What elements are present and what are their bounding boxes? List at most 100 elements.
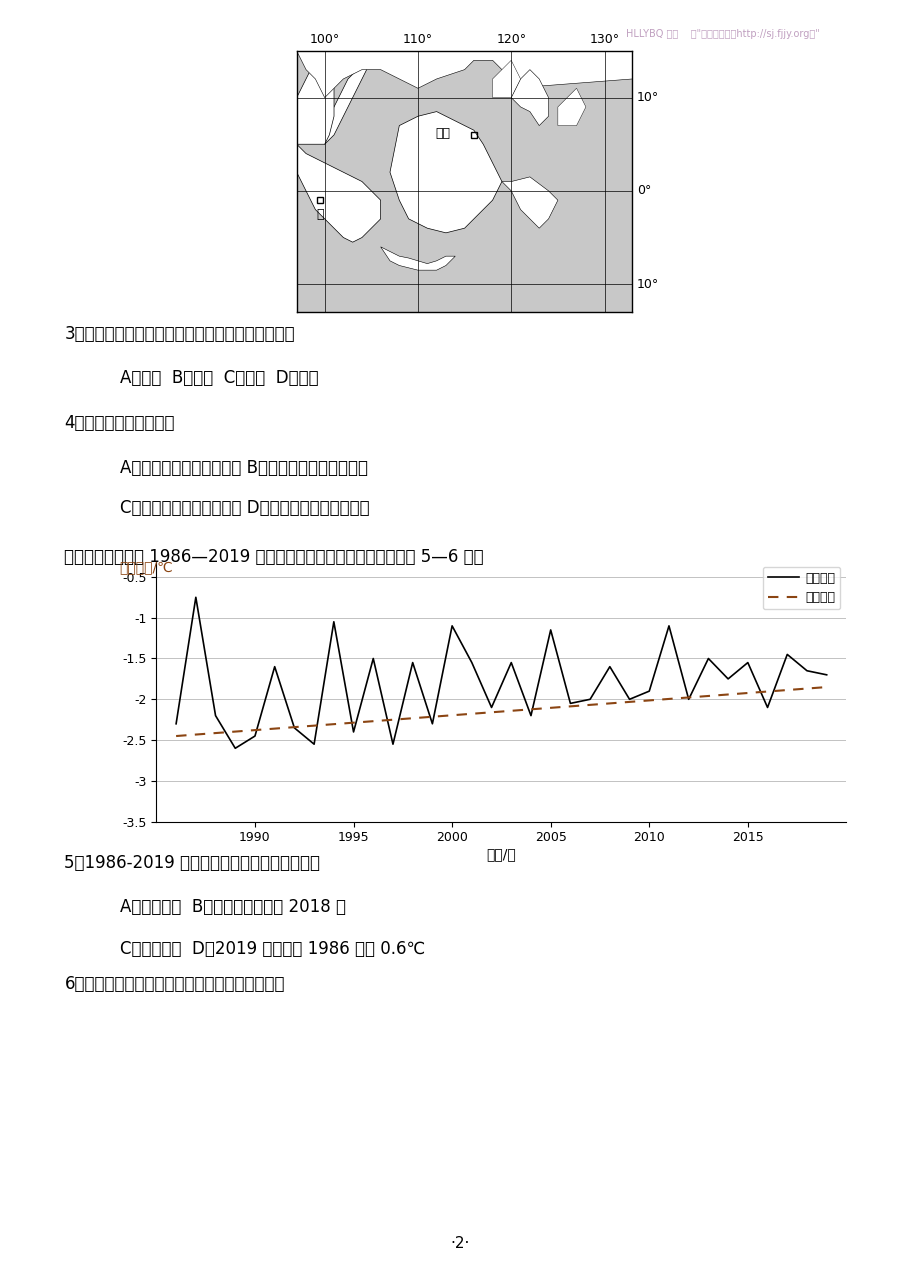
线性变化 [446, 707, 457, 722]
线性变化 [249, 722, 260, 738]
平均气温 [604, 659, 615, 674]
平均气温 [683, 692, 694, 707]
平均气温 [446, 618, 457, 633]
平均气温 [289, 720, 300, 735]
线性变化 [308, 719, 319, 734]
线性变化 [328, 716, 339, 731]
Polygon shape [297, 51, 334, 144]
平均气温 [721, 671, 732, 687]
线性变化 [564, 698, 575, 713]
X-axis label: 年份/年: 年份/年 [486, 847, 516, 861]
Text: 120°: 120° [495, 33, 526, 46]
平均气温 [387, 736, 398, 752]
平均气温 [702, 651, 713, 666]
Polygon shape [492, 60, 520, 98]
Text: ·2·: ·2· [449, 1236, 470, 1251]
线性变化 [800, 680, 811, 696]
平均气温 [564, 696, 575, 711]
Polygon shape [502, 177, 557, 228]
线性变化 [347, 715, 358, 730]
线性变化 [230, 724, 241, 739]
Polygon shape [390, 112, 502, 233]
Text: 5．1986-2019 年南极长城站的气温变化特点是: 5．1986-2019 年南极长城站的气温变化特点是 [64, 854, 320, 871]
平均气温 [170, 716, 181, 731]
线性变化 [190, 727, 201, 743]
Polygon shape [297, 51, 631, 98]
平均气温 [643, 683, 654, 698]
平均气温 [584, 692, 595, 707]
Text: 沙巴: 沙巴 [435, 126, 450, 140]
线性变化 [210, 725, 221, 740]
线性变化 [525, 702, 536, 717]
线性变化 [643, 693, 654, 708]
线性变化 [426, 710, 437, 725]
平均气温 [368, 651, 379, 666]
Text: C．橄榄等农作物广泛种植 D．多采用谷物和牧草轮作: C．橄榄等农作物广泛种植 D．多采用谷物和牧草轮作 [119, 499, 369, 517]
平均气温 [426, 716, 437, 731]
Text: 100°: 100° [309, 33, 339, 46]
线性变化 [721, 687, 732, 702]
Line: 线性变化: 线性变化 [176, 687, 826, 736]
线性变化 [545, 701, 556, 716]
线性变化 [604, 696, 615, 711]
线性变化 [170, 729, 181, 744]
Text: A．反射  B．折射  C．散射  D．吸收: A．反射 B．折射 C．散射 D．吸收 [119, 369, 318, 387]
平均气温 [269, 659, 280, 674]
线性变化 [742, 685, 753, 701]
Polygon shape [380, 247, 455, 270]
Text: 10°: 10° [637, 278, 659, 290]
线性变化 [505, 703, 516, 719]
线性变化 [289, 720, 300, 735]
线性变化 [584, 697, 595, 712]
线性变化 [821, 679, 832, 694]
Text: 10°: 10° [637, 92, 659, 104]
Text: A．持续升高  B．均温最高出现在 2018 年: A．持续升高 B．均温最高出现在 2018 年 [119, 898, 346, 916]
Polygon shape [511, 70, 548, 126]
平均气温 [761, 699, 772, 715]
平均气温 [308, 736, 319, 752]
平均气温 [485, 699, 496, 715]
Text: 4．甲地的农业地域类型: 4．甲地的农业地域类型 [64, 414, 175, 432]
平均气温 [781, 647, 792, 662]
Text: 130°: 130° [589, 33, 618, 46]
线性变化 [269, 721, 280, 736]
Text: 3．沙巴日落时漫天红霞的成因是大气对太阳辐射的: 3．沙巴日落时漫天红霞的成因是大气对太阳辐射的 [64, 325, 295, 343]
Text: 6．图示气温变化给全球带来的影响最不可能的是: 6．图示气温变化给全球带来的影响最不可能的是 [64, 975, 285, 992]
Polygon shape [297, 144, 380, 242]
平均气温 [466, 655, 477, 670]
平均气温 [800, 662, 811, 678]
线性变化 [368, 713, 379, 729]
线性变化 [761, 684, 772, 699]
Text: 甲: 甲 [316, 208, 323, 220]
平均气温 [328, 614, 339, 629]
Text: HLLYBQ 整理    供"高中试卷网（http://sj.fjjy.org）": HLLYBQ 整理 供"高中试卷网（http://sj.fjjy.org）" [625, 29, 819, 39]
平均气温 [230, 740, 241, 755]
平均气温 [190, 590, 201, 605]
线性变化 [485, 705, 496, 720]
线性变化 [623, 694, 634, 710]
线性变化 [466, 706, 477, 721]
平均气温 [663, 618, 674, 633]
平均气温 [525, 708, 536, 724]
平均气温 [623, 692, 634, 707]
平均气温 [347, 725, 358, 740]
平均气温 [210, 708, 221, 724]
线性变化 [781, 683, 792, 698]
平均气温 [407, 655, 418, 670]
平均气温 [545, 622, 556, 637]
平均气温 [742, 655, 753, 670]
线性变化 [663, 692, 674, 707]
Polygon shape [324, 60, 367, 144]
Text: 平均气温/℃: 平均气温/℃ [119, 561, 173, 575]
Legend: 平均气温, 线性变化: 平均气温, 线性变化 [762, 567, 839, 609]
线性变化 [683, 689, 694, 705]
Text: 下图为南极长城站 1986—2019 年平均气温及线性变化趋势图。完成 5—6 题。: 下图为南极长城站 1986—2019 年平均气温及线性变化趋势图。完成 5—6 … [64, 548, 483, 566]
Line: 平均气温: 平均气温 [176, 598, 826, 748]
Text: 110°: 110° [403, 33, 433, 46]
线性变化 [387, 712, 398, 727]
线性变化 [407, 711, 418, 726]
线性变化 [702, 688, 713, 703]
Text: 0°: 0° [637, 185, 651, 197]
平均气温 [505, 655, 516, 670]
Text: A．以大种植园和农场为主 B．专业化和商品化程度低: A．以大种植园和农场为主 B．专业化和商品化程度低 [119, 459, 368, 476]
